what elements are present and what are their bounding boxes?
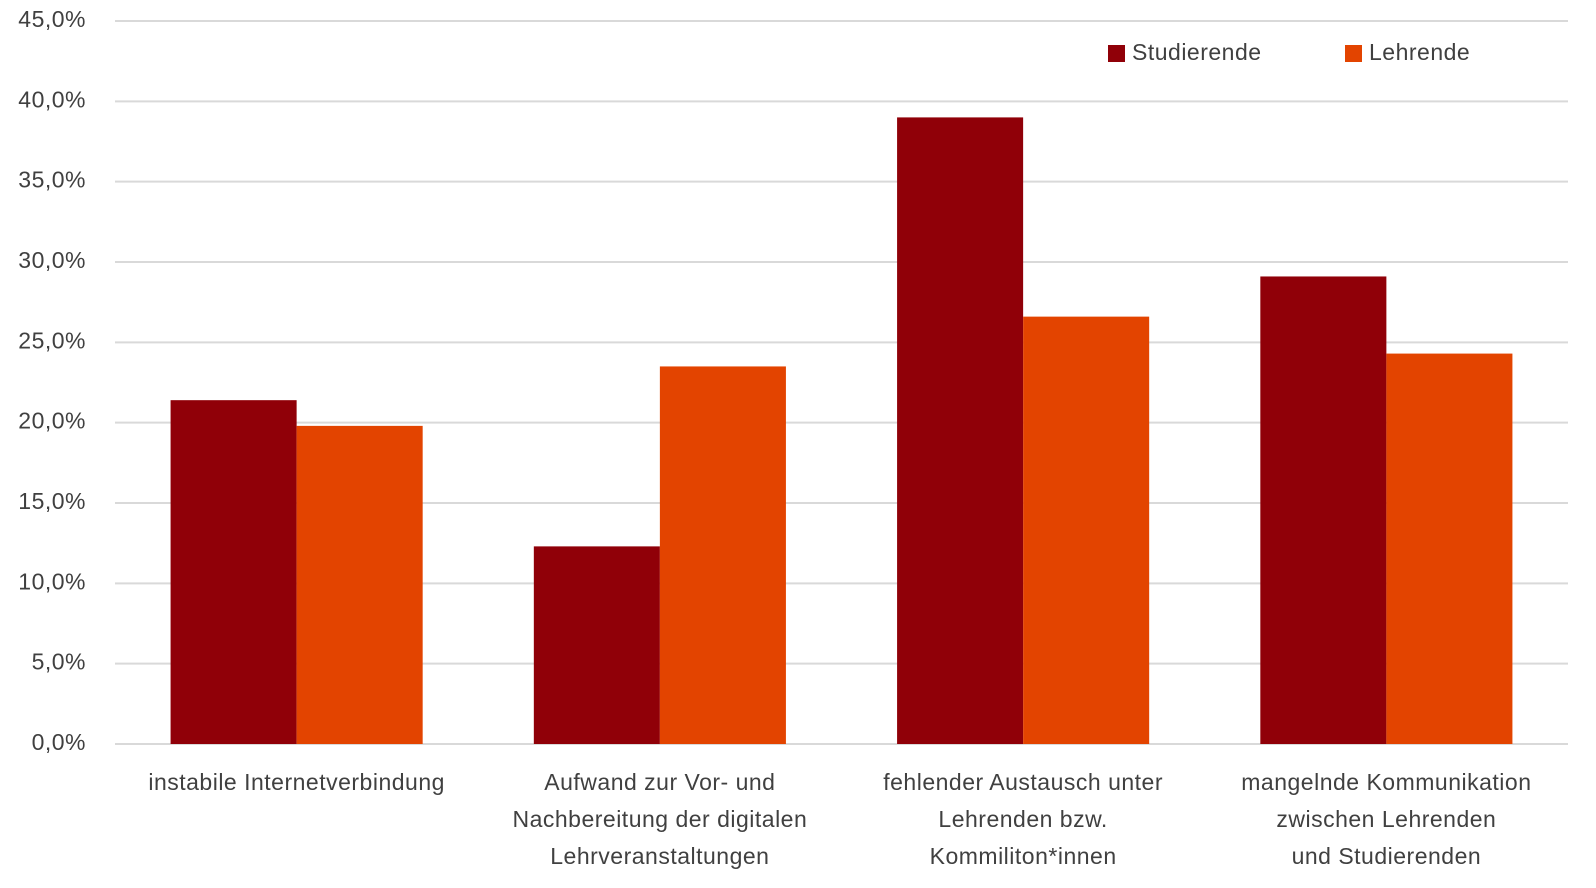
y-tick-label: 15,0% <box>18 488 86 514</box>
bar <box>659 366 786 744</box>
y-tick-label: 30,0% <box>18 247 86 273</box>
bar <box>296 425 423 744</box>
bar <box>897 117 1024 744</box>
bar <box>170 400 297 744</box>
bar <box>1260 276 1387 744</box>
y-tick-label: 45,0% <box>18 6 86 32</box>
x-tick-label: Kommiliton*innen <box>930 843 1117 869</box>
x-tick-label: Lehrveranstaltungen <box>550 843 769 869</box>
y-tick-label: 25,0% <box>18 327 86 353</box>
x-tick-label: und Studierenden <box>1292 843 1482 869</box>
bar <box>533 546 660 744</box>
legend-label: Lehrende <box>1369 39 1470 65</box>
x-tick-label: Lehrenden bzw. <box>938 806 1107 832</box>
x-tick-label: fehlender Austausch unter <box>883 769 1163 795</box>
x-tick-label: zwischen Lehrenden <box>1276 806 1496 832</box>
x-tick-label: Nachbereitung der digitalen <box>512 806 807 832</box>
x-tick-label: mangelnde Kommunikation <box>1241 769 1531 795</box>
y-tick-label: 5,0% <box>32 649 86 675</box>
y-tick-label: 40,0% <box>18 86 86 112</box>
legend-swatch <box>1108 45 1125 62</box>
y-tick-label: 35,0% <box>18 167 86 193</box>
legend-swatch <box>1345 45 1362 62</box>
bar <box>1386 353 1513 744</box>
y-tick-label: 10,0% <box>18 568 86 594</box>
legend-label: Studierende <box>1132 39 1262 65</box>
bar <box>1023 316 1150 744</box>
x-tick-label: Aufwand zur Vor- und <box>544 769 775 795</box>
y-tick-label: 20,0% <box>18 408 86 434</box>
x-tick-label: instabile Internetverbindung <box>148 769 445 795</box>
y-tick-label: 0,0% <box>32 729 86 755</box>
